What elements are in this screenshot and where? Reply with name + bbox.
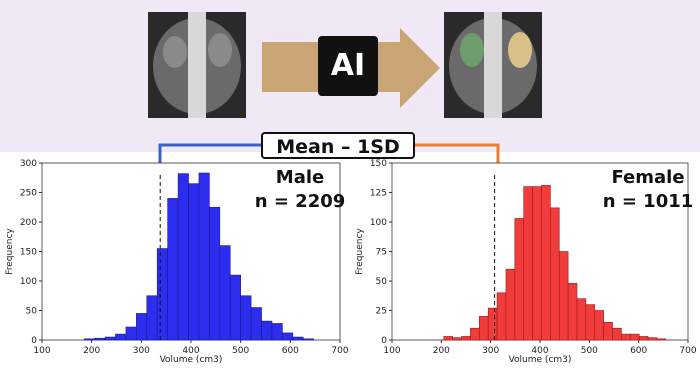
bar (488, 308, 497, 340)
bar (453, 338, 462, 340)
bar (262, 321, 272, 340)
figure: AI Mean – 1SD 05010015020025030010020030… (0, 0, 700, 363)
bar (515, 218, 524, 340)
x-tick-label: 600 (630, 346, 647, 356)
y-axis-label: Frequency (355, 228, 365, 275)
y-tick-label: 25 (376, 307, 387, 317)
bar (199, 173, 209, 340)
bar (595, 311, 604, 341)
x-tick-label: 500 (232, 346, 249, 356)
x-tick-label: 700 (331, 346, 348, 356)
x-tick-label: 200 (83, 346, 100, 356)
bar (550, 208, 559, 340)
x-tick-label: 500 (581, 346, 598, 356)
y-tick-label: 250 (20, 189, 37, 199)
bar (272, 323, 282, 340)
bar (126, 327, 136, 340)
bar (613, 328, 622, 340)
bar (533, 187, 542, 340)
bar (586, 305, 595, 340)
x-axis-label: Volume (cm3) (160, 355, 223, 363)
bar (559, 252, 568, 341)
bar (220, 246, 230, 340)
bar (470, 328, 479, 340)
bar (444, 336, 453, 340)
chart-title: Male (276, 167, 324, 188)
bar (506, 269, 515, 340)
bar (241, 296, 251, 340)
x-tick-label: 300 (133, 346, 150, 356)
x-tick-label: 300 (482, 346, 499, 356)
bar (497, 293, 506, 340)
bar (157, 249, 167, 340)
y-tick-label: 200 (20, 218, 37, 228)
y-tick-label: 100 (370, 218, 387, 228)
y-tick-label: 300 (20, 159, 37, 169)
bar (648, 338, 657, 340)
bar (293, 337, 303, 340)
y-tick-label: 50 (376, 277, 388, 287)
chart-title: Female (611, 167, 684, 188)
ct-image-output (444, 12, 542, 118)
bar (230, 275, 240, 340)
x-tick-label: 100 (383, 346, 400, 356)
y-tick-label: 125 (370, 189, 387, 199)
y-tick-label: 0 (31, 336, 37, 346)
x-tick-label: 700 (679, 346, 696, 356)
y-axis-label: Frequency (5, 228, 15, 275)
bar (639, 336, 648, 340)
x-tick-label: 600 (282, 346, 299, 356)
bar (568, 283, 577, 340)
y-tick-label: 100 (20, 277, 37, 287)
bar (524, 187, 533, 340)
bar (282, 333, 292, 340)
bar (251, 308, 261, 340)
ai-label: AI (331, 48, 365, 83)
ct-image-input (148, 12, 246, 118)
bar (303, 339, 313, 340)
y-tick-label: 50 (26, 307, 38, 317)
x-axis-label: Volume (cm3) (509, 355, 572, 363)
bar (604, 322, 613, 340)
bar (621, 334, 630, 340)
x-tick-label: 200 (433, 346, 450, 356)
bar (95, 338, 105, 340)
chart-subtitle: n = 2209 (255, 191, 346, 212)
bar (657, 339, 666, 340)
bar (116, 334, 126, 340)
bar (136, 313, 146, 340)
bar (147, 296, 157, 340)
bar (84, 339, 94, 340)
chart-subtitle: n = 1011 (603, 191, 694, 212)
bar (577, 299, 586, 340)
bar (541, 185, 550, 340)
bar (479, 316, 488, 340)
y-tick-label: 75 (376, 248, 387, 258)
y-tick-label: 0 (381, 336, 387, 346)
bar (168, 198, 178, 340)
bar (178, 174, 188, 340)
bar (105, 337, 115, 340)
bar (209, 207, 219, 340)
y-tick-label: 150 (370, 159, 387, 169)
bar (462, 336, 471, 340)
threshold-label: Mean – 1SD (276, 136, 400, 158)
bar (630, 334, 639, 340)
y-tick-label: 150 (20, 248, 37, 258)
bar (189, 184, 199, 340)
x-tick-label: 100 (33, 346, 50, 356)
